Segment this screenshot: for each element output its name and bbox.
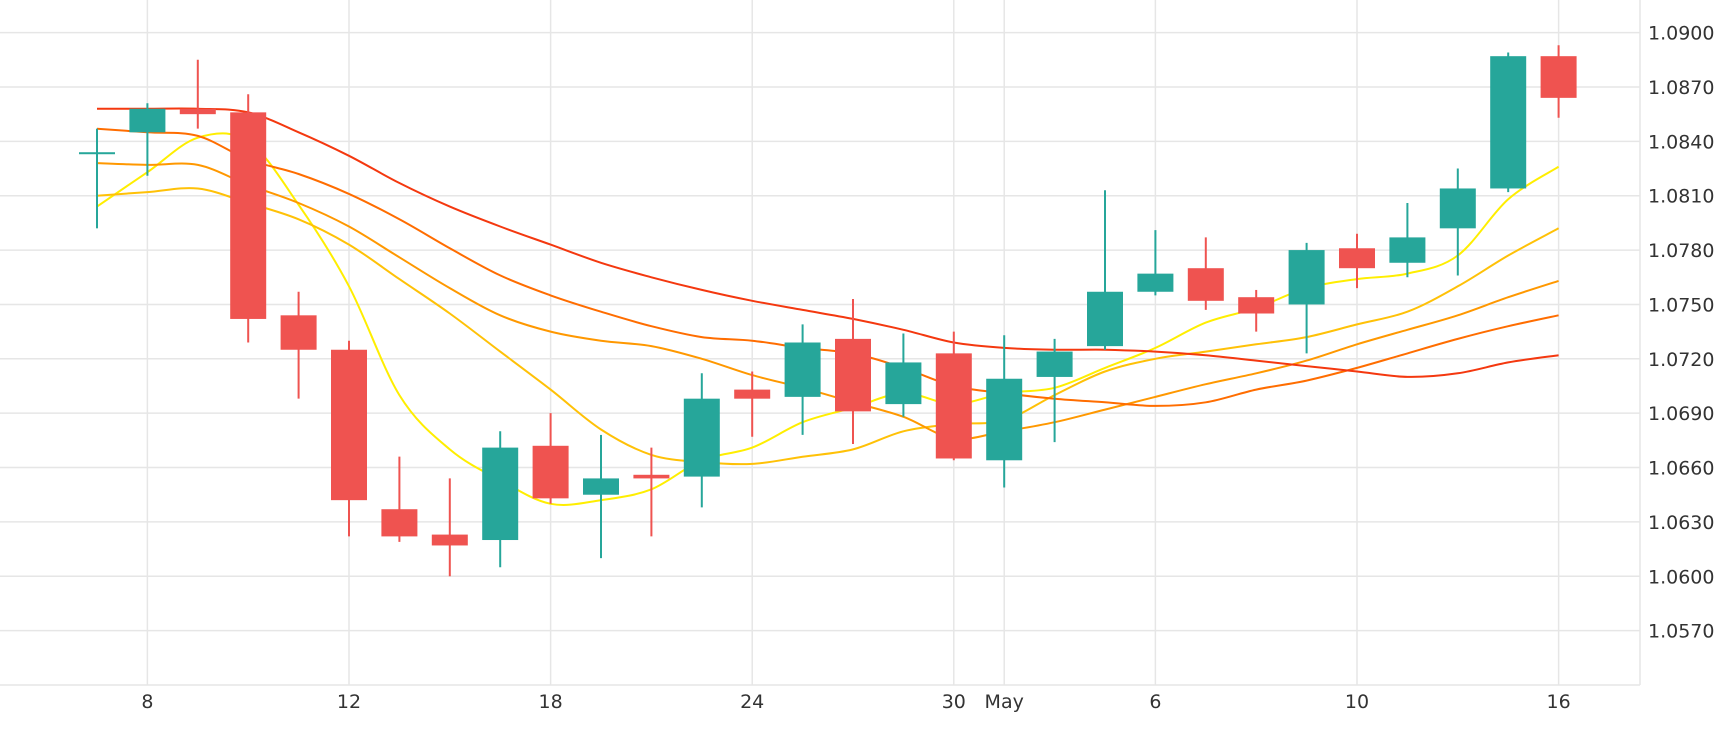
x-tick-label: 18	[539, 691, 563, 713]
candle-body	[583, 478, 619, 495]
x-tick-label: 6	[1149, 691, 1161, 713]
candle	[683, 373, 720, 508]
candle-body	[331, 349, 367, 501]
y-tick-label: 1.0630	[1648, 512, 1714, 534]
candle	[1439, 168, 1476, 276]
candle-body	[1389, 237, 1426, 263]
x-tick-label: 30	[942, 691, 966, 713]
candle	[1339, 233, 1375, 289]
candle-body	[179, 108, 216, 115]
candle	[1389, 202, 1426, 278]
candle-body	[935, 353, 972, 459]
candle-body	[230, 112, 267, 319]
candle-body	[734, 389, 771, 399]
candles	[79, 45, 1577, 577]
candle-body	[129, 108, 166, 133]
y-tick-label: 1.0720	[1648, 349, 1714, 371]
candle-body	[1288, 250, 1325, 305]
candle-body	[532, 445, 569, 499]
candle-body	[683, 398, 720, 477]
candle-body	[482, 447, 519, 541]
candle-body	[1238, 297, 1275, 314]
y-tick-label: 1.0810	[1648, 186, 1714, 208]
candle-body	[1490, 56, 1527, 189]
candle-body	[885, 362, 922, 405]
x-tick-label: 16	[1547, 691, 1571, 713]
x-tick-label: 10	[1345, 691, 1369, 713]
candle-body	[1087, 291, 1123, 347]
candle	[1036, 338, 1073, 443]
candle	[835, 299, 871, 444]
candle	[784, 324, 821, 435]
candle-body	[79, 152, 115, 155]
candle	[1540, 45, 1577, 118]
candle-body	[835, 338, 871, 412]
candle-body	[1439, 188, 1476, 229]
candle	[1490, 52, 1527, 193]
y-tick-label: 1.0660	[1648, 458, 1714, 480]
candle	[885, 333, 922, 417]
candle	[179, 59, 216, 129]
grid	[0, 0, 1641, 686]
candle	[381, 456, 418, 542]
y-tick-label: 1.0780	[1648, 240, 1714, 262]
x-tick-label: 12	[337, 691, 361, 713]
x-tick-label: May	[985, 691, 1024, 713]
candle-body	[986, 378, 1023, 461]
candle	[532, 413, 569, 504]
candle	[1238, 289, 1275, 332]
candle	[734, 371, 771, 437]
y-tick-label: 1.0690	[1648, 403, 1714, 425]
candle	[79, 128, 115, 229]
y-tick-label: 1.0900	[1648, 23, 1714, 45]
candle-body	[1540, 56, 1577, 98]
moving-averages	[96, 107, 1560, 506]
axes: 1.0570 1.0600 1.0630 1.0660 1.0690 1.0720 1.07…	[141, 23, 1714, 713]
candle	[986, 335, 1023, 488]
candle	[935, 331, 972, 461]
candle-body	[1187, 268, 1224, 301]
candle	[431, 478, 468, 577]
candle-body	[431, 534, 468, 546]
candle-body	[633, 474, 670, 479]
y-tick-label: 1.0600	[1648, 566, 1714, 588]
candle	[1137, 230, 1174, 296]
x-tick-label: 8	[141, 691, 153, 713]
candle	[482, 431, 519, 568]
candle-body	[784, 342, 821, 397]
moving-average-line	[96, 187, 1560, 466]
candle	[331, 340, 367, 537]
moving-average-line	[96, 127, 1559, 407]
moving-average-line	[96, 162, 1559, 441]
candle	[280, 291, 317, 399]
y-tick-label: 1.0870	[1648, 77, 1714, 99]
y-tick-label: 1.0570	[1648, 621, 1714, 643]
moving-average-line	[97, 107, 1559, 378]
candle	[1187, 237, 1224, 310]
candle-body	[1137, 273, 1174, 292]
candle	[129, 103, 166, 176]
candle	[1087, 190, 1123, 350]
x-tick-label: 24	[740, 691, 764, 713]
candle-body	[381, 509, 418, 537]
y-tick-label: 1.0750	[1648, 294, 1714, 316]
candle	[1288, 242, 1325, 354]
candle	[633, 447, 670, 537]
candle	[583, 434, 619, 559]
candle-body	[1339, 248, 1375, 269]
candle-body	[1036, 351, 1073, 377]
candle	[230, 94, 267, 343]
candle-body	[280, 315, 317, 350]
y-tick-label: 1.0840	[1648, 131, 1714, 153]
